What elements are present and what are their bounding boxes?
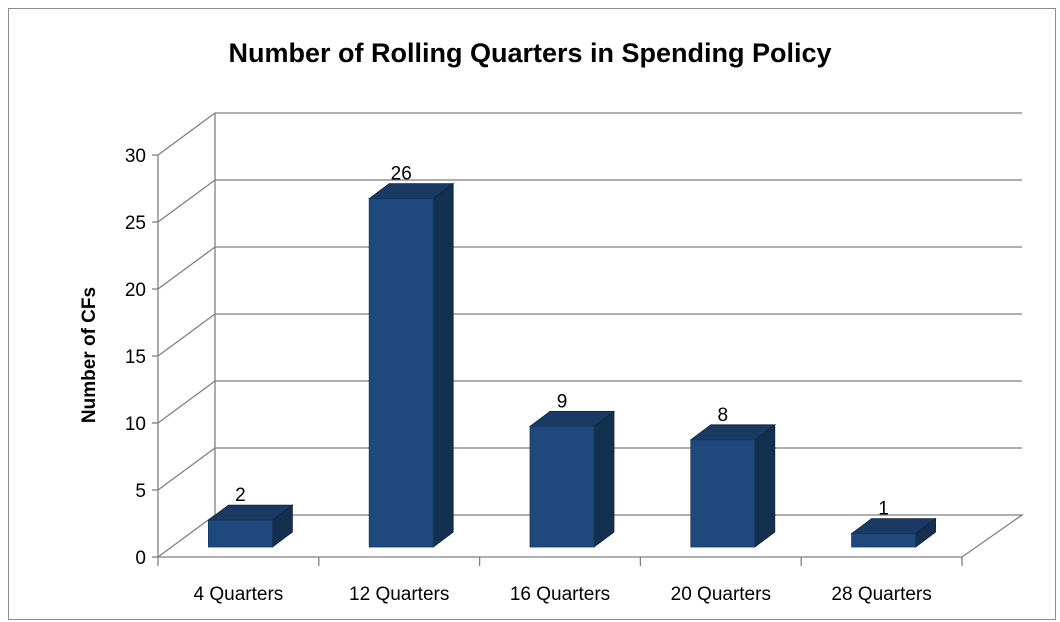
bar-front-4 xyxy=(851,533,916,548)
y-tick-label-25: 25 xyxy=(125,213,146,234)
y-tick-label-0: 0 xyxy=(135,548,146,569)
bar-side-2 xyxy=(593,410,615,548)
data-label-2: 9 xyxy=(557,391,568,412)
bar-side-1 xyxy=(432,182,454,548)
bar-2 xyxy=(528,410,616,548)
bar-1 xyxy=(368,182,455,548)
x-tick-label-2: 16 Quarters xyxy=(510,584,610,605)
gridline-side-5 xyxy=(157,447,216,491)
data-label-1: 26 xyxy=(391,164,412,185)
y-tick-label-5: 5 xyxy=(135,481,146,502)
x-tick-label-1: 12 Quarters xyxy=(349,584,449,605)
bar-layer xyxy=(207,182,937,548)
bar-front-1 xyxy=(368,198,434,548)
y-tick-label-10: 10 xyxy=(125,414,146,435)
gridline-side-10 xyxy=(157,380,216,424)
bar-0 xyxy=(207,504,294,548)
gridline-side-20 xyxy=(157,246,216,290)
gridline-side-25 xyxy=(157,179,216,223)
floor-outline xyxy=(157,514,1025,558)
y-tick-label-15: 15 xyxy=(125,347,146,368)
y-tick-label-30: 30 xyxy=(125,146,146,167)
bar-3 xyxy=(689,423,776,548)
x-tick-label-3: 20 Quarters xyxy=(671,584,771,605)
x-tick-label-0: 4 Quarters xyxy=(194,584,284,605)
data-label-3: 8 xyxy=(718,405,729,426)
axis-layer: 0 5 10 15 20 25 30 xyxy=(125,146,963,569)
y-tick-label-20: 20 xyxy=(125,280,146,301)
label-layer: 2 4 Quarters 26 12 Quarters 9 16 Quarters 8 20 … xyxy=(194,164,932,605)
gridline-side-30 xyxy=(157,112,216,156)
chart-title: Number of Rolling Quarters in Spending P… xyxy=(228,38,832,68)
bar-front-3 xyxy=(690,439,756,548)
data-label-4: 1 xyxy=(878,499,889,520)
bar-front-2 xyxy=(529,425,595,548)
gridline-side-15 xyxy=(157,313,216,357)
bar-front-0 xyxy=(207,519,273,548)
grid-layer xyxy=(157,112,1025,558)
bar-4 xyxy=(850,517,937,548)
x-tick-label-4: 28 Quarters xyxy=(831,584,931,605)
bar-side-3 xyxy=(754,423,776,548)
data-label-0: 2 xyxy=(235,485,246,506)
y-axis-title: Number of CFs xyxy=(79,287,100,423)
